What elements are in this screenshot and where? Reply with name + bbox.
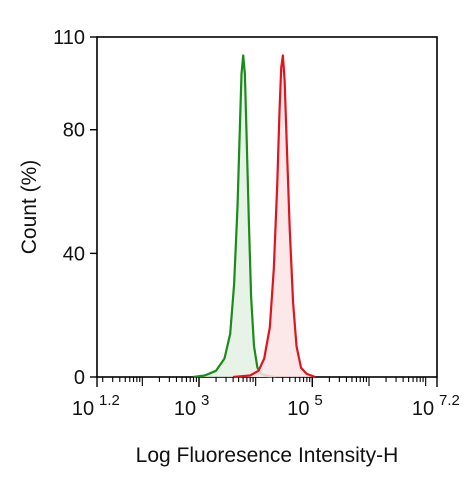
- x-tick-label: 10 5: [287, 392, 322, 420]
- x-tick-base: 10: [174, 398, 196, 420]
- x-tick-label: 10 7.2: [412, 392, 460, 420]
- series-0-area: [193, 55, 276, 377]
- x-axis-title: Log Fluoresence Intensity-H: [136, 444, 399, 467]
- x-axis-ticks: 10 1.2 10 3 10 5 10 7.2: [72, 377, 460, 420]
- series-1-line: [232, 54, 316, 379]
- plot-frame: [96, 36, 438, 378]
- x-tick-exponent: 1.2: [99, 392, 120, 409]
- y-tick-label: 110: [53, 27, 85, 49]
- y-tick-label: 40: [63, 243, 85, 265]
- x-tick-label: 10 3: [174, 392, 209, 420]
- y-tick-label: 80: [63, 120, 85, 142]
- x-tick-exponent: 7.2: [439, 392, 460, 409]
- series-0-line: [193, 54, 276, 379]
- x-tick-base: 10: [72, 398, 94, 420]
- x-tick-base: 10: [412, 398, 434, 420]
- x-tick-base: 10: [287, 398, 309, 420]
- y-tick-label: 0: [74, 367, 85, 389]
- y-axis-title: Count (%): [18, 160, 41, 255]
- series-1-area: [233, 55, 316, 377]
- x-tick-exponent: 3: [201, 392, 209, 409]
- y-axis-ticks: 0 40 80 110: [53, 27, 97, 389]
- series-layer: [193, 54, 316, 379]
- x-tick-label: 10 1.2: [72, 392, 120, 420]
- x-tick-exponent: 5: [314, 392, 322, 409]
